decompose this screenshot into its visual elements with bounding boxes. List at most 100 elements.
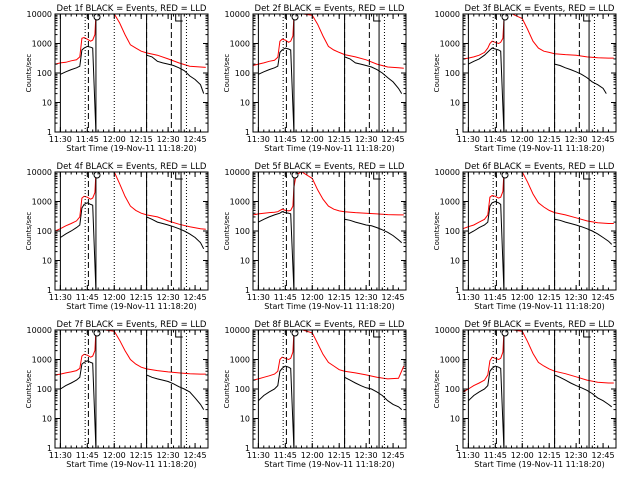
x-axis-label: Start Time (19-Nov-11 11:18:20) [66, 302, 196, 311]
x-tick-label: 11:30 [247, 451, 270, 460]
x-tick-label: 11:45 [76, 135, 99, 144]
x-tick-label: 12:15 [130, 135, 153, 144]
events-series-line [60, 360, 97, 448]
y-tick-label: 10 [240, 415, 250, 424]
x-tick-label: 11:30 [457, 135, 480, 144]
chart-title: Det 9f BLACK = Events, RED = LLD [465, 320, 615, 330]
x-tick-label: 12:30 [565, 135, 588, 144]
x-tick-label: 11:30 [247, 135, 270, 144]
chart-title: Det 5f BLACK = Events, RED = LLD [255, 162, 405, 172]
x-tick-label: 12:30 [157, 135, 180, 144]
y-tick-label: 100 [235, 69, 250, 78]
bracket-marker [373, 330, 381, 338]
y-tick-label: 1 [47, 286, 52, 295]
circle-marker [93, 171, 101, 179]
events-series-line [258, 47, 295, 132]
lld-series-line [463, 330, 614, 393]
events-series-line [468, 47, 505, 132]
y-tick-label: 10 [240, 99, 250, 108]
x-tick-label: 11:30 [49, 135, 72, 144]
x-tick-label: 11:45 [274, 293, 297, 302]
y-tick-label: 10000 [27, 10, 52, 19]
y-tick-label: 10000 [435, 10, 460, 19]
plot-frame [252, 329, 407, 449]
y-tick-label: 10 [42, 257, 52, 266]
circle-marker [291, 13, 299, 21]
lld-series-line [55, 172, 206, 232]
y-axis-label: Counts/sec [25, 370, 33, 409]
series-group [463, 172, 614, 290]
x-tick-label: 12:45 [184, 135, 207, 144]
lld-series-line [253, 14, 404, 69]
x-tick-label: 12:45 [592, 135, 615, 144]
y-tick-label: 1000 [230, 198, 250, 207]
events-series-line [60, 202, 97, 290]
chart-panel-9: 1 10 100 1000 10000 11:30 11:45 12:00 12:15 12:30… [433, 320, 617, 469]
series-group [55, 172, 206, 290]
y-tick-label: 100 [37, 385, 52, 394]
y-tick-label: 1 [455, 444, 460, 453]
circle-marker [291, 329, 299, 337]
events-series-line [554, 63, 607, 94]
x-tick-label: 11:30 [247, 293, 270, 302]
x-tick-label: 12:00 [511, 135, 534, 144]
chart-panel-2: 1 10 100 1000 10000 11:30 11:45 12:00 12:15 12:30… [223, 4, 407, 153]
bracket-marker [373, 172, 381, 180]
chart-title: Det 8f BLACK = Events, RED = LLD [255, 320, 405, 330]
x-tick-label: 12:45 [592, 293, 615, 302]
x-tick-label: 12:45 [382, 451, 405, 460]
lld-series-line [253, 330, 405, 381]
y-tick-label: 100 [37, 227, 52, 236]
x-tick-label: 12:00 [103, 293, 126, 302]
bracket-marker [175, 172, 183, 180]
y-tick-label: 1000 [440, 40, 460, 49]
x-tick-label: 12:15 [538, 451, 561, 460]
x-tick-label: 12:30 [157, 293, 180, 302]
x-axis-label: Start Time (19-Nov-11 11:18:20) [264, 144, 394, 153]
circle-marker [291, 171, 299, 179]
y-tick-label: 10000 [27, 326, 52, 335]
y-axis-label: Counts/sec [25, 54, 33, 93]
x-tick-label: 12:15 [328, 135, 351, 144]
lld-series-line [463, 14, 614, 60]
circle-marker [501, 13, 509, 21]
y-tick-label: 1000 [230, 40, 250, 49]
x-tick-label: 12:30 [355, 135, 378, 144]
circle-marker [93, 13, 101, 21]
x-tick-label: 12:00 [103, 451, 126, 460]
chart-title: Det 6f BLACK = Events, RED = LLD [465, 162, 615, 172]
y-tick-label: 100 [445, 385, 460, 394]
x-tick-label: 11:30 [49, 451, 72, 460]
y-tick-label: 100 [445, 69, 460, 78]
x-tick-label: 12:15 [538, 293, 561, 302]
circle-marker [93, 329, 101, 337]
y-axis-label: Counts/sec [223, 54, 231, 93]
series-group [55, 330, 206, 448]
events-series-line [258, 365, 295, 448]
x-tick-label: 12:15 [538, 135, 561, 144]
y-axis-label: Counts/sec [433, 212, 441, 251]
events-series-line [344, 56, 403, 94]
y-tick-label: 1 [245, 128, 250, 137]
y-axis-label: Counts/sec [223, 370, 231, 409]
x-tick-label: 12:30 [157, 451, 180, 460]
y-tick-label: 10 [42, 99, 52, 108]
lld-series-line [55, 14, 206, 68]
y-tick-label: 10 [450, 415, 460, 424]
events-series-line [468, 200, 505, 290]
x-tick-label: 12:45 [184, 293, 207, 302]
chart-panel-6: 1 10 100 1000 10000 11:30 11:45 12:00 12:15 12:30… [433, 162, 617, 311]
plot-frame [462, 13, 617, 133]
x-tick-label: 12:00 [301, 293, 324, 302]
x-tick-label: 12:30 [565, 451, 588, 460]
x-tick-label: 12:45 [184, 451, 207, 460]
y-tick-label: 10 [240, 257, 250, 266]
chart-title: Det 7f BLACK = Events, RED = LLD [57, 320, 207, 330]
x-tick-label: 11:45 [76, 293, 99, 302]
events-series-line [146, 374, 205, 410]
plot-frame [252, 171, 407, 291]
events-series-line [554, 218, 613, 245]
x-tick-label: 12:00 [511, 293, 534, 302]
chart-panel-4: 1 10 100 1000 10000 11:30 11:45 12:00 12:15 12:30… [25, 162, 209, 311]
